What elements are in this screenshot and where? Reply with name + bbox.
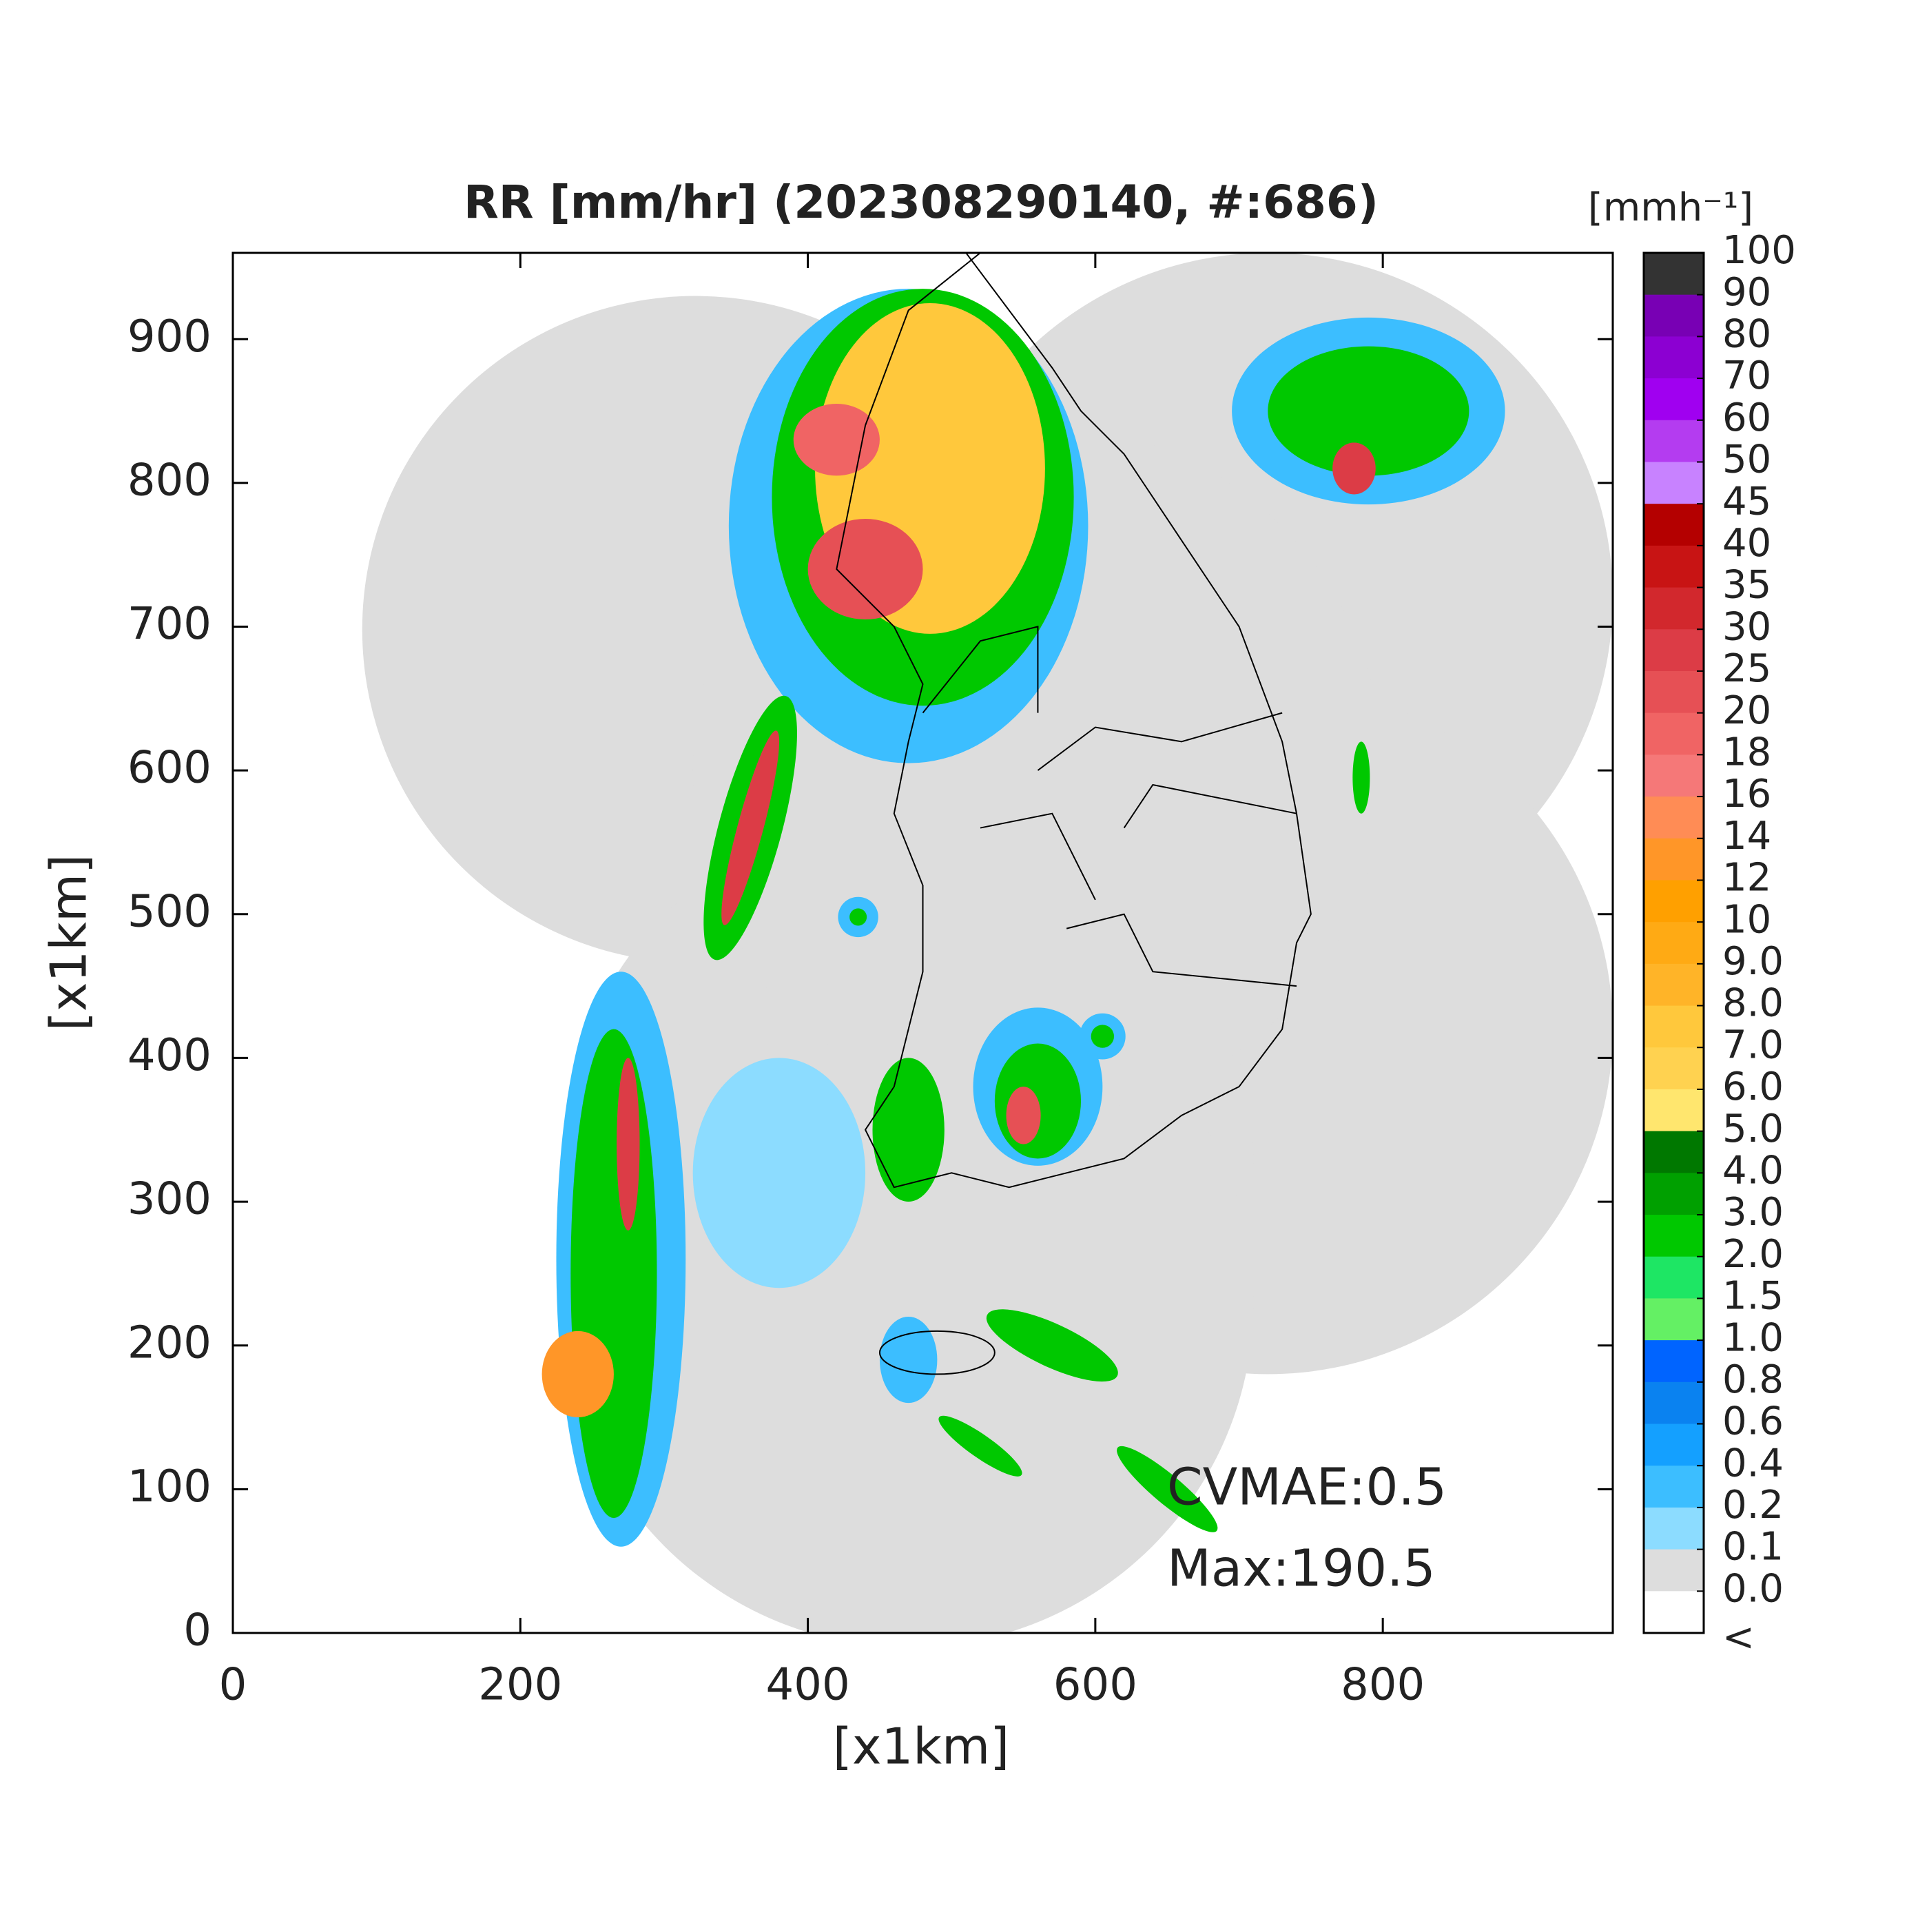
y-tick-label: 700 <box>127 599 212 650</box>
y-axis-label: [x1km] <box>40 854 98 1031</box>
colorbar-band <box>1644 797 1704 839</box>
radar-field <box>362 253 1613 1633</box>
colorbar-tick-label: 45 <box>1722 479 1771 524</box>
colorbar-band <box>1644 1591 1704 1634</box>
colorbar-tick-label: 7.0 <box>1722 1022 1784 1067</box>
colorbar-band <box>1644 1340 1704 1383</box>
colorbar-tick-label: 8.0 <box>1722 981 1784 1026</box>
colorbar-tick-label: 90 <box>1722 270 1771 315</box>
y-tick-label: 400 <box>127 1030 212 1081</box>
x-tick-label: 600 <box>1053 1660 1137 1711</box>
colorbar-band <box>1644 1089 1704 1132</box>
colorbar-tick-label: 0.2 <box>1722 1483 1784 1528</box>
colorbar-band <box>1644 880 1704 923</box>
colorbar-band <box>1644 629 1704 672</box>
colorbar-band <box>1644 1047 1704 1090</box>
colorbar-tick-label: 0.8 <box>1722 1357 1784 1402</box>
colorbar-band <box>1644 587 1704 630</box>
colorbar-band <box>1644 754 1704 797</box>
colorbar-tick-label: 4.0 <box>1722 1148 1784 1193</box>
colorbar-tick-label: 10 <box>1722 897 1771 942</box>
colorbar-tick-label: 6.0 <box>1722 1065 1784 1109</box>
colorbar-band <box>1644 1381 1704 1425</box>
colorbar-band <box>1644 1549 1704 1592</box>
colorbar-tick-label: 35 <box>1722 563 1771 608</box>
colorbar-tick-label: 0.6 <box>1722 1399 1784 1444</box>
colorbar-band <box>1644 922 1704 965</box>
annotation: Max:190.5 <box>1167 1539 1436 1599</box>
coastline <box>836 253 1311 1374</box>
colorbar-tick-label: 16 <box>1722 772 1771 816</box>
colorbar-band <box>1644 545 1704 588</box>
colorbar-band <box>1644 294 1704 337</box>
colorbar-tick-label: 18 <box>1722 730 1771 775</box>
x-tick-label: 200 <box>478 1660 562 1711</box>
colorbar-tick-label: 1.0 <box>1722 1315 1784 1360</box>
colorbar-tick-label: 20 <box>1722 688 1771 733</box>
colorbar-band <box>1644 1173 1704 1215</box>
y-tick-label: 300 <box>127 1174 212 1225</box>
colorbar-tick-label: 5.0 <box>1722 1107 1784 1151</box>
colorbar-label: [mmh⁻¹] <box>1588 185 1753 230</box>
colorbar-band <box>1644 504 1704 546</box>
colorbar-band <box>1644 670 1704 714</box>
y-tick-label: 500 <box>127 886 212 937</box>
x-tick-label: 0 <box>219 1660 247 1711</box>
colorbar-band <box>1644 1466 1704 1508</box>
colorbar-band <box>1644 838 1704 881</box>
y-tick-label: 100 <box>127 1461 212 1512</box>
colorbar-tick-label: 14 <box>1722 814 1771 859</box>
colorbar-tick-label: < <box>1722 1615 1755 1660</box>
colorbar-tick-label: 0.4 <box>1722 1441 1784 1486</box>
colorbar-band <box>1644 712 1704 755</box>
colorbar-tick-label: 3.0 <box>1722 1190 1784 1235</box>
colorbar-band <box>1644 253 1704 296</box>
chart-title: RR [mm/hr] (202308290140, #:686) <box>464 176 1379 229</box>
rain-echoes <box>541 289 1505 1547</box>
colorbar-tick-label: 0.0 <box>1722 1566 1784 1611</box>
colorbar-band <box>1644 420 1704 462</box>
y-tick-label: 800 <box>127 455 212 506</box>
x-tick-label: 400 <box>766 1660 850 1711</box>
colorbar-band <box>1644 1131 1704 1173</box>
colorbar-tick-label: 100 <box>1722 228 1796 273</box>
colorbar-tick-label: 2.0 <box>1722 1232 1784 1277</box>
annotation: CVMAE:0.5 <box>1167 1458 1447 1517</box>
colorbar-tick-label: 25 <box>1722 646 1771 691</box>
y-tick-label: 0 <box>183 1605 212 1656</box>
colorbar-band <box>1644 1298 1704 1341</box>
y-tick-label: 900 <box>127 311 212 362</box>
map-area <box>362 253 1613 1633</box>
colorbar-tick-label: 70 <box>1722 353 1771 398</box>
colorbar-tick-label: 40 <box>1722 521 1771 566</box>
colorbar-band <box>1644 1256 1704 1299</box>
axes-box <box>231 251 1614 1634</box>
x-tick-label: 800 <box>1341 1660 1425 1711</box>
colorbar-band <box>1644 1424 1704 1466</box>
colorbar-tick-label: 30 <box>1722 604 1771 649</box>
colorbar-band <box>1644 963 1704 1007</box>
colorbar-tick-label: 9.0 <box>1722 939 1784 984</box>
y-tick-label: 200 <box>127 1317 212 1368</box>
colorbar-band <box>1644 1507 1704 1550</box>
colorbar-band <box>1644 1215 1704 1257</box>
colorbar-band <box>1644 1005 1704 1048</box>
colorbar-band <box>1644 336 1704 379</box>
colorbar-tick-label: 0.1 <box>1722 1525 1784 1570</box>
x-axis-label: [x1km] <box>833 1718 1009 1776</box>
colorbar-band <box>1644 462 1704 504</box>
colorbar-tick-label: 50 <box>1722 438 1771 482</box>
colorbar-tick-label: 60 <box>1722 395 1771 440</box>
y-tick-label: 600 <box>127 743 212 794</box>
colorbar-band <box>1644 378 1704 421</box>
colorbar-tick-label: 12 <box>1722 856 1771 901</box>
colorbar-tick-label: 1.5 <box>1722 1274 1784 1319</box>
colorbar-tick-label: 80 <box>1722 312 1771 357</box>
colorbar-frame <box>1642 251 1705 1634</box>
axes: 0 200 400 600 800 0 100 200 300 400 500 600 700 800 90… <box>127 228 1796 1710</box>
